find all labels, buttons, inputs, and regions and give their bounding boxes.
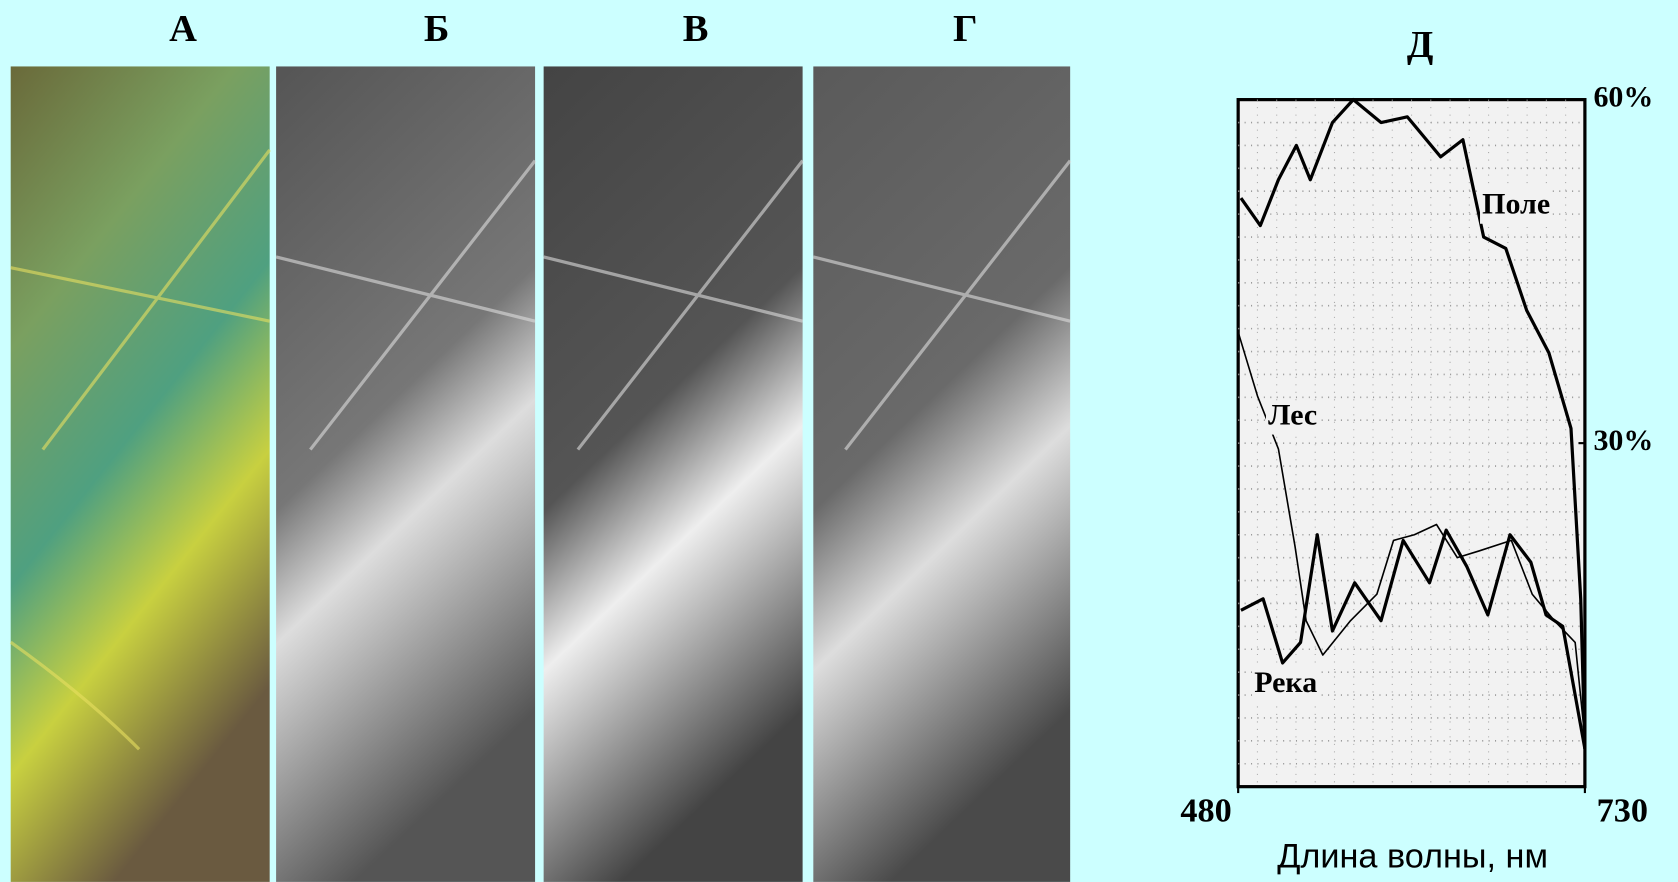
photo	[813, 66, 1070, 881]
slide: А Б В Г Д Длина волны, нм 60% 30% 480 730 По…	[0, 0, 1678, 882]
series-label: Лес	[1268, 398, 1317, 431]
panel-label: В	[683, 8, 709, 50]
y-tick-label: 60%	[1593, 80, 1653, 113]
x-axis-title: Длина волны, нм	[1277, 837, 1548, 875]
series-label: Поле	[1482, 188, 1550, 221]
photos	[11, 66, 1070, 881]
photo	[544, 66, 803, 881]
panel-label: Б	[424, 8, 449, 50]
series-label: Река	[1254, 666, 1317, 699]
photo	[276, 66, 535, 881]
x-tick-label: 480	[1180, 791, 1231, 829]
panel-label: А	[169, 8, 197, 50]
y-tick-label: 30%	[1593, 424, 1653, 457]
page: {"panels": {"labels": ["А", "Б", "В", "Г…	[0, 0, 1678, 882]
photo	[11, 66, 270, 881]
chart-title: Д	[1407, 24, 1434, 66]
x-tick-label: 730	[1597, 791, 1648, 829]
panel-label: Г	[953, 8, 978, 50]
